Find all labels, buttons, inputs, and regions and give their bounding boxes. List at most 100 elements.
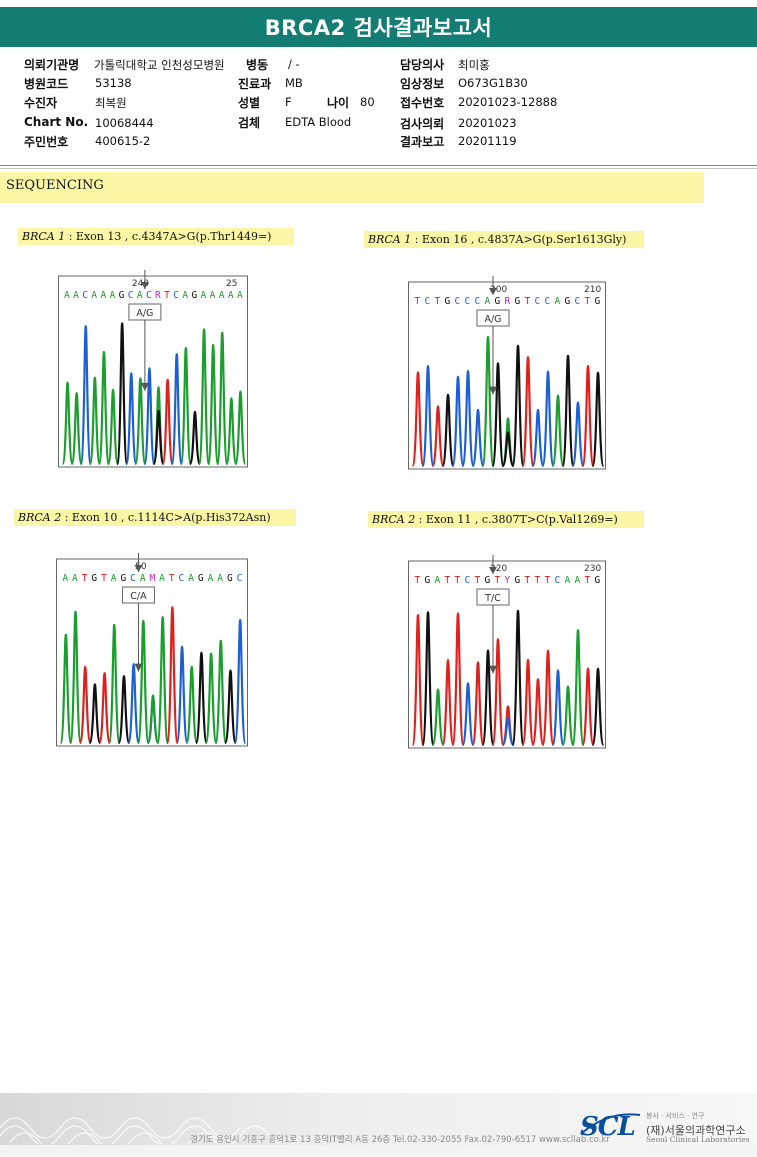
base-call: A (110, 290, 116, 301)
base-call: G (485, 575, 491, 586)
trace-peak (561, 354, 575, 468)
trace-peak (224, 669, 237, 745)
base-call: C (535, 296, 541, 307)
variant-caption-4: BRCA 2 : Exon 11 , c.3807T>C(p.Val1269=) (368, 511, 644, 528)
report-label: 결과보고 (400, 135, 445, 149)
base-call: T (535, 575, 541, 586)
pointer-arrow-icon (489, 665, 497, 674)
trace-peak (431, 405, 445, 468)
base-call: R (505, 296, 511, 307)
base-call: G (565, 296, 571, 307)
trace-peak (134, 377, 147, 466)
base-call: A (555, 296, 561, 307)
trace-peak (214, 639, 228, 745)
footer-address: 경기도 용인시 기흥구 흥덕1로 13 흥덕IT밸리 A동 26층 Tel.02… (190, 1135, 610, 1145)
variant-desc: : Exon 13 , c.4347A>G(p.Thr1449=) (68, 230, 272, 243)
trace-peak (491, 638, 505, 747)
base-call: G (595, 296, 601, 307)
trace-peak (107, 623, 121, 745)
base-call: C (465, 296, 471, 307)
variant-desc: : Exon 11 , c.3807T>C(p.Val1269=) (418, 513, 618, 526)
specimen-value: EDTA Blood (285, 115, 352, 129)
base-call: T (475, 575, 481, 586)
position-label: 240 (132, 279, 149, 289)
base-call: C (130, 573, 136, 584)
base-call: A (435, 575, 441, 586)
base-call: A (201, 290, 207, 301)
report-title: BRCA2 검사결과보고서 (0, 7, 757, 47)
base-call: T (525, 575, 531, 586)
trace-peak (156, 616, 170, 745)
pointer-arrow-icon (140, 382, 149, 391)
section-title: SEQUENCING (6, 178, 104, 193)
trace-peak (143, 367, 156, 466)
clinical-label: 임상정보 (400, 77, 445, 91)
base-call: C (545, 296, 551, 307)
base-call: T (585, 296, 591, 307)
trace-peak (411, 371, 425, 468)
trace-peak (216, 331, 229, 466)
base-call: C (82, 290, 88, 301)
top-marker-arrow-icon (134, 565, 143, 572)
logo-swoosh-icon (581, 1113, 641, 1134)
trace-peak (136, 619, 150, 745)
base-call: G (495, 296, 501, 307)
base-call: G (191, 290, 197, 301)
base-call: C (237, 573, 243, 584)
trace-peak (451, 375, 465, 468)
trace-peak (106, 388, 120, 466)
base-call: C (465, 575, 471, 586)
receipt-label: 접수번호 (400, 96, 445, 110)
gene-name: BRCA 2 (372, 513, 416, 526)
trace-peak (561, 685, 575, 747)
trace-peak (581, 364, 595, 468)
base-call: A (217, 573, 223, 584)
base-call: G (445, 296, 451, 307)
trace-peak (161, 378, 174, 466)
ward-value: / - (288, 57, 300, 71)
header-divider (0, 165, 757, 166)
trace-peak (117, 675, 131, 745)
base-call: G (198, 573, 204, 584)
base-call: T (545, 575, 551, 586)
chart-value: 10068444 (95, 116, 154, 130)
trace-peak (88, 376, 101, 466)
base-call: G (227, 573, 233, 584)
trace-peak (165, 606, 179, 745)
base-call: T (445, 575, 451, 586)
sex-value: F (285, 95, 292, 109)
trace-peak (79, 325, 92, 466)
trace-peak (541, 649, 555, 747)
request-label: 검사의뢰 (400, 117, 445, 131)
trace-peak (125, 372, 138, 466)
base-call: C (475, 296, 481, 307)
trace-peak (481, 649, 495, 747)
position-label: 210 (584, 285, 601, 295)
trace-peak (521, 356, 535, 468)
ssn-value: 400615-2 (95, 134, 151, 148)
ssn-label: 주민번호 (24, 135, 69, 149)
report-value: 20201119 (458, 134, 517, 148)
base-call: C (575, 296, 581, 307)
base-call: T (585, 575, 591, 586)
name-value: 최복원 (95, 96, 127, 110)
chromatogram-1: 240 25A A C A A A G C A C R T C A G A A A A AA/G (58, 270, 248, 468)
lab-name-en: Seoul Clinical Laboratories (646, 1135, 750, 1144)
base-call: G (120, 573, 126, 584)
code-label: 병원코드 (24, 77, 69, 91)
base-call: C (555, 575, 561, 586)
base-call: T (415, 296, 421, 307)
hospital-label: 의뢰기관명 (24, 58, 80, 72)
base-call: M (150, 573, 156, 584)
trace-peak (551, 669, 565, 747)
base-call: T (82, 573, 88, 584)
base-call: A (159, 573, 165, 584)
genotype-call: A/G (136, 308, 153, 319)
lab-name: (재)서울의과학연구소 (646, 1124, 746, 1137)
trace-peak (571, 401, 585, 468)
base-call: C (128, 290, 134, 301)
wave-pattern (0, 1117, 300, 1144)
top-marker-arrow-icon (489, 567, 497, 574)
trace-peak (127, 663, 141, 745)
gene-name: BRCA 2 (18, 511, 62, 524)
